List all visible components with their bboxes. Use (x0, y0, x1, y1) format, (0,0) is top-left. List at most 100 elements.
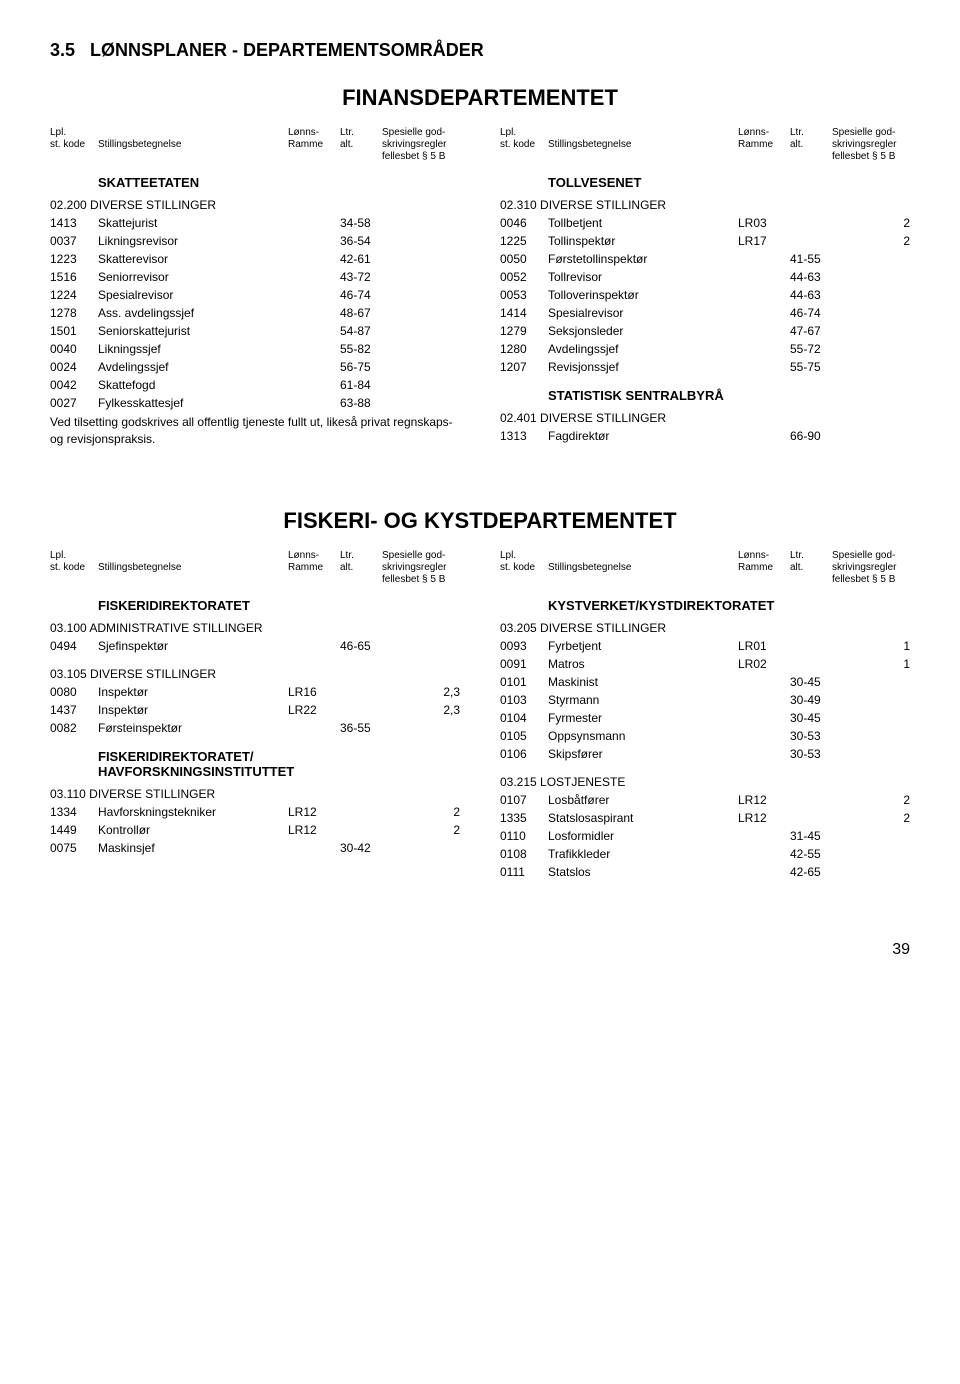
row-desc: Trafikkleder (548, 845, 738, 863)
row-code: 0105 (500, 727, 548, 745)
row-alt: 42-55 (790, 845, 832, 863)
row-code: 1501 (50, 322, 98, 340)
row-alt: 34-58 (340, 214, 382, 232)
row-alt: 66-90 (790, 427, 832, 445)
row-alt: 30-45 (790, 673, 832, 691)
table-row: 0052Tollrevisor44-63 (500, 268, 910, 286)
row-ramme: LR12 (288, 803, 340, 821)
row-alt: 30-42 (340, 839, 382, 857)
dept1-right-rows1: 0046TollbetjentLR0321225TollinspektørLR1… (500, 214, 910, 376)
row-spes: 2 (382, 821, 460, 839)
row-alt (790, 637, 832, 655)
col-header-spes: Spesielle god- skrivingsregler fellesbet… (382, 127, 460, 163)
row-desc: Avdelingssjef (548, 340, 738, 358)
row-desc: Inspektør (98, 701, 288, 719)
row-alt: 61-84 (340, 376, 382, 394)
row-spes: 2 (832, 214, 910, 232)
dept1-right-rows2: 1313Fagdirektør66-90 (500, 427, 910, 445)
row-code: 0024 (50, 358, 98, 376)
row-alt: 30-53 (790, 727, 832, 745)
row-ramme (288, 394, 340, 412)
row-desc: Losformidler (548, 827, 738, 845)
row-alt (340, 803, 382, 821)
table-row: 1501Seniorskattejurist54-87 (50, 322, 460, 340)
row-spes (832, 673, 910, 691)
row-code: 0080 (50, 683, 98, 701)
table-row: 0046TollbetjentLR032 (500, 214, 910, 232)
row-desc: Spesialrevisor (548, 304, 738, 322)
row-desc: Skattejurist (98, 214, 288, 232)
row-ramme (738, 673, 790, 691)
row-spes (832, 745, 910, 763)
subhead: FISKERIDIREKTORATET (98, 598, 460, 613)
section-title: LØNNSPLANER - DEPARTEMENTSOMRÅDER (90, 40, 484, 60)
row-code: 0075 (50, 839, 98, 857)
row-ramme (288, 250, 340, 268)
dept2-right-col: Lpl. st. kode Stillingsbetegnelse Lønns-… (500, 550, 910, 881)
table-row: 0103Styrmann30-49 (500, 691, 910, 709)
row-code: 0494 (50, 637, 98, 655)
row-spes (832, 727, 910, 745)
table-row: 0040Likningssjef55-82 (50, 340, 460, 358)
table-row: 1224Spesialrevisor46-74 (50, 286, 460, 304)
row-desc: Seniorskattejurist (98, 322, 288, 340)
row-ramme (288, 358, 340, 376)
row-desc: Maskinsjef (98, 839, 288, 857)
row-code: 0110 (500, 827, 548, 845)
row-alt: 55-82 (340, 340, 382, 358)
row-spes (382, 637, 460, 655)
row-desc: Skattefogd (98, 376, 288, 394)
row-code: 0052 (500, 268, 548, 286)
row-desc: Likningssjef (98, 340, 288, 358)
row-ramme (738, 727, 790, 745)
row-code: 1437 (50, 701, 98, 719)
row-spes: 2 (832, 809, 910, 827)
row-desc: Fyrmester (548, 709, 738, 727)
row-spes (382, 232, 460, 250)
row-code: 1313 (500, 427, 548, 445)
row-spes (382, 839, 460, 857)
row-spes: 2,3 (382, 683, 460, 701)
row-ramme (288, 214, 340, 232)
row-code: 0103 (500, 691, 548, 709)
section-header: 3.5 LØNNSPLANER - DEPARTEMENTSOMRÅDER (50, 40, 910, 61)
table-row: 0080InspektørLR162,3 (50, 683, 460, 701)
table-row: 1516Seniorrevisor43-72 (50, 268, 460, 286)
table-row: 0106Skipsfører30-53 (500, 745, 910, 763)
row-spes (382, 250, 460, 268)
subhead: STATISTISK SENTRALBYRÅ (548, 388, 910, 403)
row-ramme (738, 745, 790, 763)
row-code: 0091 (500, 655, 548, 673)
row-spes (832, 286, 910, 304)
table-row: 1414Spesialrevisor46-74 (500, 304, 910, 322)
table-row: 0107LosbåtførerLR122 (500, 791, 910, 809)
dept2-left-col: Lpl. st. kode Stillingsbetegnelse Lønns-… (50, 550, 460, 881)
row-alt: 63-88 (340, 394, 382, 412)
row-spes (382, 214, 460, 232)
row-alt: 30-53 (790, 745, 832, 763)
page-number: 39 (50, 941, 910, 959)
row-ramme: LR12 (738, 791, 790, 809)
table-row: 0093FyrbetjentLR011 (500, 637, 910, 655)
row-code: 0027 (50, 394, 98, 412)
row-code: 1224 (50, 286, 98, 304)
row-code: 1207 (500, 358, 548, 376)
table-row: 1278Ass. avdelingssjef48-67 (50, 304, 460, 322)
row-ramme: LR22 (288, 701, 340, 719)
row-code: 1278 (50, 304, 98, 322)
row-alt: 46-74 (340, 286, 382, 304)
row-spes (832, 250, 910, 268)
row-alt: 47-67 (790, 322, 832, 340)
table-row: 0050Førstetollinspektør41-55 (500, 250, 910, 268)
table-row: 0101Maskinist30-45 (500, 673, 910, 691)
table-row: 1449KontrollørLR122 (50, 821, 460, 839)
row-alt (790, 214, 832, 232)
row-spes: 2 (832, 791, 910, 809)
row-alt (790, 655, 832, 673)
row-desc: Matros (548, 655, 738, 673)
section-number: 3.5 (50, 40, 75, 60)
row-code: 0106 (500, 745, 548, 763)
row-ramme: LR02 (738, 655, 790, 673)
row-code: 1279 (500, 322, 548, 340)
row-code: 1516 (50, 268, 98, 286)
